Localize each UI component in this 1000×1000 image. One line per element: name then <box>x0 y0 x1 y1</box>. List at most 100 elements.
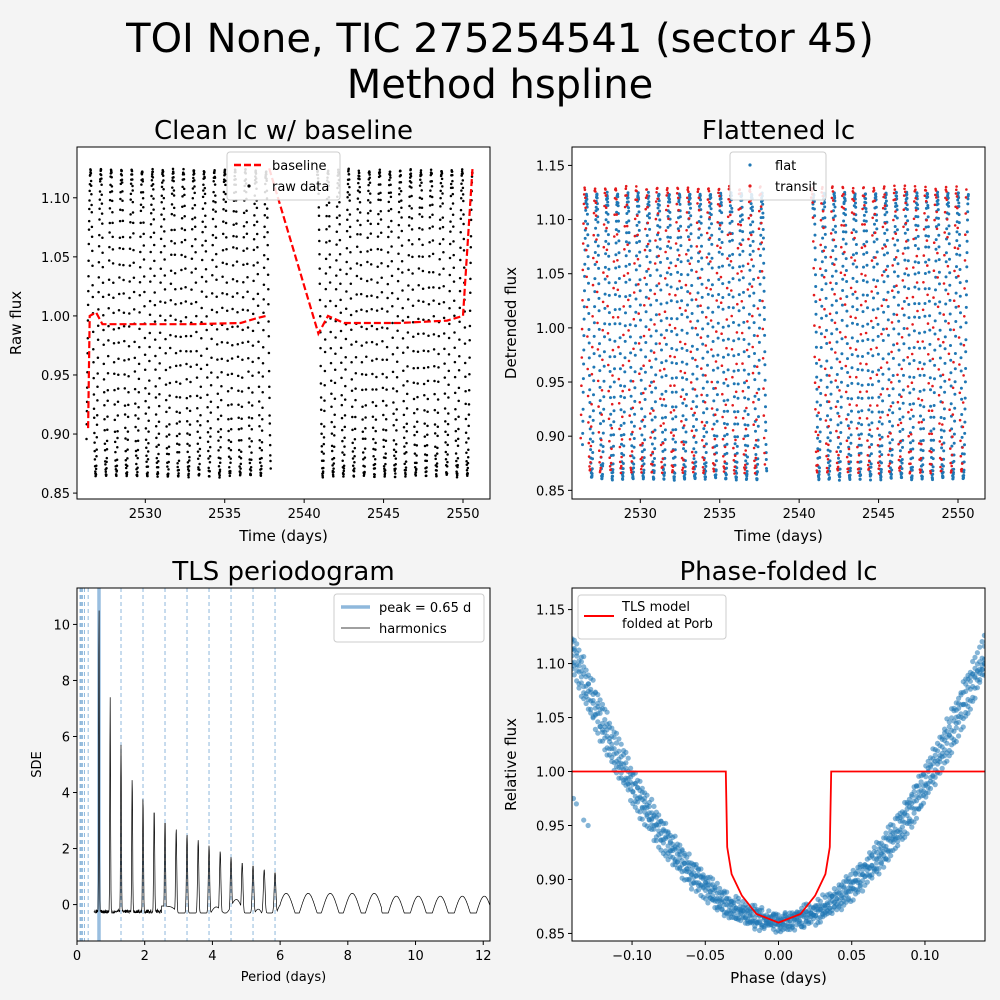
transit-data-point <box>899 439 902 443</box>
flat-data-point <box>963 396 967 400</box>
flat-data-point <box>939 374 943 378</box>
transit-data-point <box>910 352 914 356</box>
transit-data-point <box>675 221 678 224</box>
raw-data-point <box>328 253 332 256</box>
flat-data-point <box>921 470 925 474</box>
transit-data-point <box>895 284 898 288</box>
raw-data-point <box>203 201 207 205</box>
raw-data-point <box>178 420 181 423</box>
flat-data-point <box>890 453 894 457</box>
panel-title: Flattened lc <box>702 116 855 146</box>
flat-data-point <box>820 260 824 264</box>
flat-data-point <box>900 467 904 471</box>
transit-data-point <box>881 225 885 229</box>
flat-data-point <box>587 298 591 302</box>
flat-data-point <box>665 271 669 275</box>
flat-data-point <box>839 450 842 453</box>
transit-data-point <box>749 214 753 217</box>
transit-data-point <box>698 227 701 230</box>
transit-data-point <box>959 454 963 458</box>
raw-data-point <box>134 402 137 405</box>
raw-data-point <box>241 328 244 332</box>
transit-data-point <box>638 427 642 430</box>
raw-data-point <box>413 452 417 455</box>
transit-data-point <box>660 460 663 464</box>
flat-data-point <box>849 454 853 457</box>
raw-data-point <box>110 175 113 179</box>
raw-data-point <box>467 424 470 428</box>
transit-data-point <box>952 299 956 303</box>
transit-data-point <box>621 415 624 419</box>
flat-data-point <box>881 327 885 331</box>
flat-data-point <box>855 296 859 300</box>
flat-data-point <box>689 232 693 236</box>
raw-data-point <box>87 242 91 246</box>
raw-data-point <box>447 369 451 373</box>
raw-data-point <box>401 319 405 322</box>
flat-data-point <box>616 201 620 205</box>
raw-data-point <box>374 441 377 445</box>
raw-data-point <box>320 450 324 454</box>
transit-data-point <box>667 217 670 221</box>
raw-data-point <box>318 298 322 302</box>
flat-data-point <box>671 437 675 441</box>
transit-data-point <box>627 298 630 302</box>
flat-data-point <box>940 446 944 450</box>
raw-data-point <box>328 266 332 269</box>
raw-data-point <box>203 176 206 180</box>
flat-data-point <box>872 240 876 244</box>
flat-data-point <box>626 200 630 204</box>
raw-data-point <box>150 172 154 176</box>
raw-data-point <box>107 278 111 282</box>
flat-data-point <box>680 328 684 332</box>
flat-data-point <box>861 310 865 314</box>
flat-data-point <box>902 313 906 317</box>
raw-data-point <box>224 183 227 187</box>
raw-data-point <box>178 382 182 385</box>
flat-data-point <box>717 293 721 296</box>
flat-data-point <box>875 227 879 231</box>
flat-data-point <box>819 364 823 368</box>
transit-data-point <box>924 185 927 189</box>
flat-data-point <box>924 225 928 229</box>
transit-data-point <box>613 213 616 216</box>
raw-data-point <box>129 220 132 224</box>
flat-data-point <box>870 410 874 414</box>
raw-data-point <box>394 467 397 471</box>
transit-data-point <box>829 232 833 235</box>
raw-data-point <box>266 257 270 261</box>
raw-data-point <box>397 267 400 271</box>
legend-label: flat <box>775 159 796 174</box>
flat-data-point <box>581 377 585 381</box>
raw-data-point <box>124 466 128 470</box>
flat-data-point <box>603 335 606 339</box>
raw-data-point <box>422 332 425 335</box>
flat-data-point <box>583 289 586 293</box>
raw-data-point <box>456 437 460 441</box>
raw-data-point <box>451 192 455 196</box>
flat-data-point <box>895 228 899 232</box>
transit-data-point <box>834 405 838 409</box>
flat-data-point <box>873 222 876 226</box>
transit-data-point <box>687 217 691 220</box>
transit-data-point <box>684 309 687 312</box>
raw-data-point <box>158 392 161 396</box>
raw-data-point <box>154 396 158 399</box>
transit-data-point <box>696 190 700 193</box>
flat-data-point <box>731 277 735 281</box>
raw-data-point <box>204 280 208 283</box>
raw-data-point <box>116 387 120 390</box>
transit-data-point <box>821 209 825 213</box>
flat-data-point <box>714 473 718 477</box>
raw-data-point <box>352 475 356 478</box>
transit-data-point <box>655 191 658 194</box>
transit-data-point <box>937 393 941 397</box>
transit-data-point <box>625 194 628 197</box>
raw-data-point <box>448 289 451 293</box>
transit-data-point <box>925 218 928 222</box>
transit-data-point <box>608 465 612 468</box>
transit-data-point <box>604 188 607 191</box>
flat-data-point <box>948 328 952 332</box>
raw-data-point <box>414 474 418 477</box>
flat-data-point <box>893 214 897 218</box>
